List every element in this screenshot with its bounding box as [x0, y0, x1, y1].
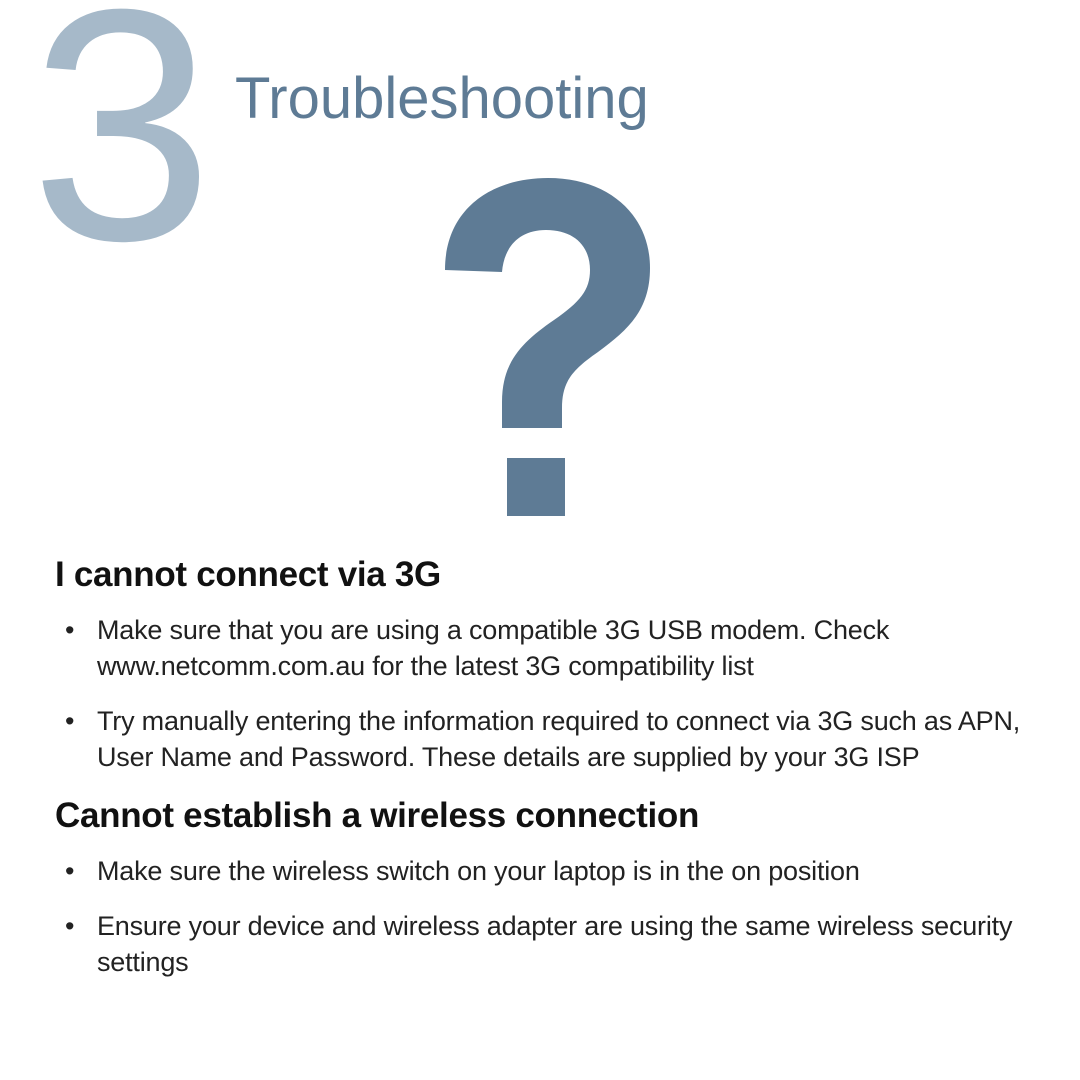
body-content: I cannot connect via 3G Make sure that y…: [55, 555, 1030, 1000]
list-item: Ensure your device and wireless adapter …: [55, 909, 1030, 980]
bullet-list-3g: Make sure that you are using a compatibl…: [55, 613, 1030, 776]
page: 3 Troubleshooting I cannot connect via 3…: [0, 0, 1080, 1080]
list-item: Make sure that you are using a compatibl…: [55, 613, 1030, 684]
section-heading-wireless: Cannot establish a wireless connection: [55, 796, 1030, 836]
list-item: Make sure the wireless switch on your la…: [55, 854, 1030, 890]
chapter-title: Troubleshooting: [235, 65, 649, 132]
bullet-list-wireless: Make sure the wireless switch on your la…: [55, 854, 1030, 981]
chapter-number: 3: [30, 0, 204, 290]
list-item: Try manually entering the information re…: [55, 704, 1030, 775]
section-heading-3g: I cannot connect via 3G: [55, 555, 1030, 595]
question-mark-icon: [410, 170, 670, 520]
